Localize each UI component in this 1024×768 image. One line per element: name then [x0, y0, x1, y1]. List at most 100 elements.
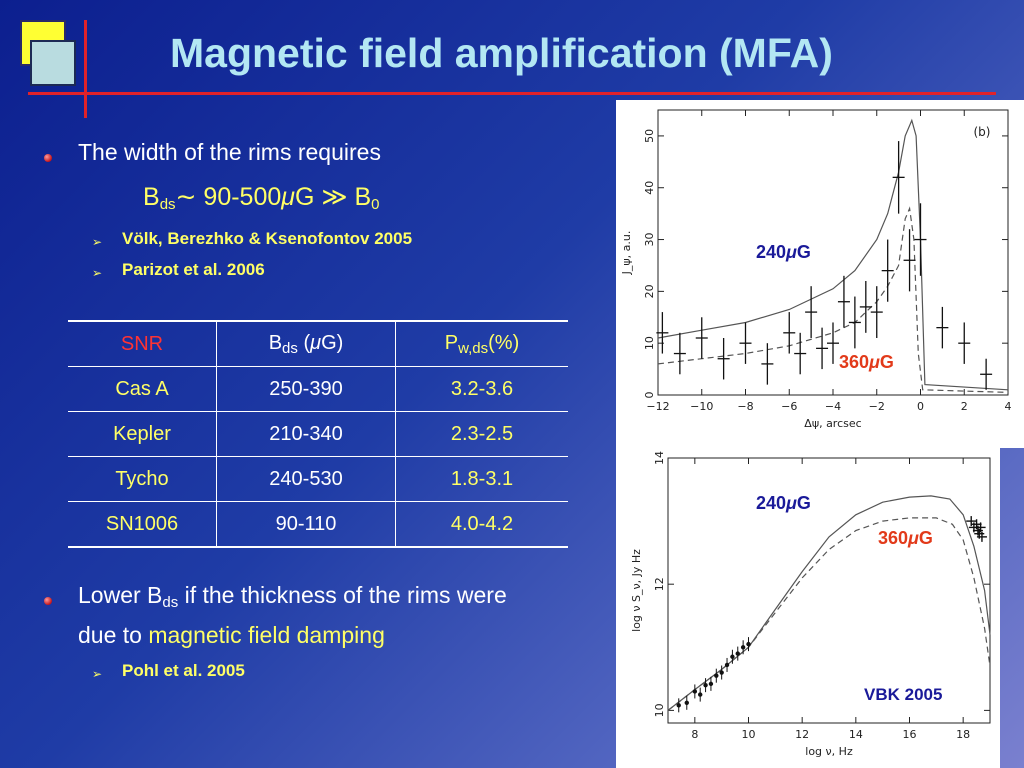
- table-row: Tycho 240-530 1.8-3.1: [68, 456, 568, 502]
- equation-b: B: [143, 183, 160, 211]
- chart2-credit: VBK 2005: [864, 685, 943, 704]
- data-point: [684, 700, 689, 706]
- reference-parizot: Parizot et al. 2006: [122, 260, 265, 279]
- x-tick-label: 0: [917, 400, 924, 413]
- cell-snr: Cas A: [68, 366, 217, 412]
- x-tick-label: −8: [737, 400, 753, 413]
- title-decoration-square-cyan: [30, 40, 76, 86]
- chart2-label-360: 360μG: [878, 528, 933, 549]
- equation-sub-ds: ds: [159, 196, 176, 213]
- x-tick-label: −10: [690, 400, 713, 413]
- y-tick-label: 10: [643, 336, 656, 350]
- table-row: SN1006 90-110 4.0-4.2: [68, 501, 568, 548]
- label-unit: G: [796, 493, 811, 513]
- x-tick-label: −12: [646, 400, 669, 413]
- chart2-label-240: 240μG: [756, 493, 811, 514]
- x-tick-label: 2: [961, 400, 968, 413]
- bullet2-part1: Lower B: [78, 582, 163, 608]
- spectrum-chart-panel: 8 10 12 14 16 18 10 12 14 log ν, Hz log ν S_ν, Jy …: [616, 448, 1000, 768]
- arrow-bullet-icon: ➢: [92, 667, 103, 681]
- label-mu: μ: [869, 352, 880, 372]
- snr-table: SNR Bds (μG) Pw,ds(%) Cas A 250-390 3.2-…: [68, 320, 568, 548]
- bullet-lower-bds: Lower Bds if the thickness of the rims w…: [78, 582, 507, 611]
- x-tick-label: 16: [903, 728, 917, 741]
- table-header-row: SNR Bds (μG) Pw,ds(%): [68, 320, 568, 367]
- x-tick-label: −6: [781, 400, 797, 413]
- label-mu: μ: [786, 493, 797, 513]
- cell-p: 4.0-4.2: [395, 501, 568, 548]
- label-mu: μ: [908, 528, 919, 548]
- x-tick-label: 18: [956, 728, 970, 741]
- cell-p: 2.3-2.5: [395, 411, 568, 457]
- bullet-icon: [44, 154, 52, 162]
- y-axis-label: log ν S_ν, Jy Hz: [630, 549, 643, 632]
- header-p-sub: w,ds: [458, 339, 489, 357]
- cell-b: 250-390: [216, 366, 396, 412]
- label-num: 360: [839, 352, 870, 372]
- bullet-rims-width: The width of the rims requires: [78, 139, 381, 165]
- header-pwds: Pw,ds(%): [395, 320, 568, 367]
- cell-p: 1.8-3.1: [395, 456, 568, 502]
- data-point: [724, 662, 730, 668]
- series-line-solid: [657, 118, 1009, 391]
- header-b-sub: ds: [282, 339, 298, 357]
- data-point: [730, 654, 735, 659]
- panel-label: (b): [974, 125, 991, 139]
- x-tick-label: 10: [742, 728, 756, 741]
- x-tick-label: 12: [795, 728, 809, 741]
- rim-profile-chart-panel: −12 −10 −8 −6 −4 −2 0 2 4 0 10 20 30 40 50 Δψ, arcsec J_…: [616, 100, 1024, 448]
- title-vertical-rule: [84, 20, 87, 118]
- equation-mu: μ: [281, 183, 295, 211]
- data-point: [735, 651, 740, 656]
- header-bds: Bds (μG): [216, 320, 396, 367]
- header-b: B: [268, 331, 283, 354]
- header-close: G): [321, 331, 344, 354]
- reference-volk: Völk, Berezhko & Ksenofontov 2005: [122, 229, 413, 248]
- cell-b: 90-110: [216, 501, 396, 548]
- header-snr: SNR: [68, 320, 217, 367]
- bullet-icon: [44, 597, 52, 605]
- bullet2-part2: if the thickness of the rims were: [178, 582, 507, 608]
- data-point: [746, 641, 751, 647]
- bullet2-sub: ds: [162, 594, 179, 611]
- series-line-dashed: [667, 517, 991, 711]
- data-point: [692, 689, 698, 694]
- field-equation: Bds∼ 90-500μG ≫ B0: [143, 182, 380, 213]
- cell-snr: Tycho: [68, 456, 217, 502]
- cell-snr: SN1006: [68, 501, 217, 548]
- label-num: 240: [756, 493, 787, 513]
- table-row: Cas A 250-390 3.2-3.6: [68, 366, 568, 412]
- title-horizontal-rule: [28, 92, 996, 95]
- y-axis-label: J_ψ, a.u.: [620, 231, 633, 276]
- data-point: [676, 703, 681, 708]
- header-p-rest: (%): [488, 331, 520, 354]
- equation-rest: G ≫ B: [294, 183, 372, 211]
- y-tick-label: 30: [643, 233, 656, 247]
- y-tick-label: 40: [643, 181, 656, 195]
- spectrum-chart: 8 10 12 14 16 18 10 12 14 log ν, Hz log ν S_ν, Jy …: [630, 451, 991, 758]
- equation-range: ∼ 90-500: [175, 183, 282, 211]
- x-axis-label: log ν, Hz: [805, 745, 853, 758]
- data-point: [740, 645, 746, 650]
- data-point: [719, 670, 724, 675]
- cell-p: 3.2-3.6: [395, 366, 568, 412]
- label-unit: G: [918, 528, 933, 548]
- slide-title: Magnetic field amplification (MFA): [170, 30, 833, 76]
- data-point: [698, 692, 703, 697]
- y-tick-label: 12: [653, 577, 666, 591]
- y-tick-label: 10: [653, 703, 666, 717]
- table-row: Kepler 210-340 2.3-2.5: [68, 411, 568, 457]
- data-point: [714, 673, 719, 678]
- x-tick-label: 8: [691, 728, 698, 741]
- arrow-bullet-icon: ➢: [92, 235, 103, 249]
- cell-snr: Kepler: [68, 411, 217, 457]
- equation-sub-0: 0: [371, 196, 380, 213]
- label-mu: μ: [786, 242, 797, 262]
- header-mu: μ: [310, 331, 322, 354]
- x-axis-label: Δψ, arcsec: [804, 417, 861, 430]
- arrow-bullet-icon: ➢: [92, 266, 103, 280]
- y-tick-label: 14: [653, 451, 666, 465]
- y-tick-label: 50: [643, 129, 656, 143]
- data-point: [703, 682, 708, 688]
